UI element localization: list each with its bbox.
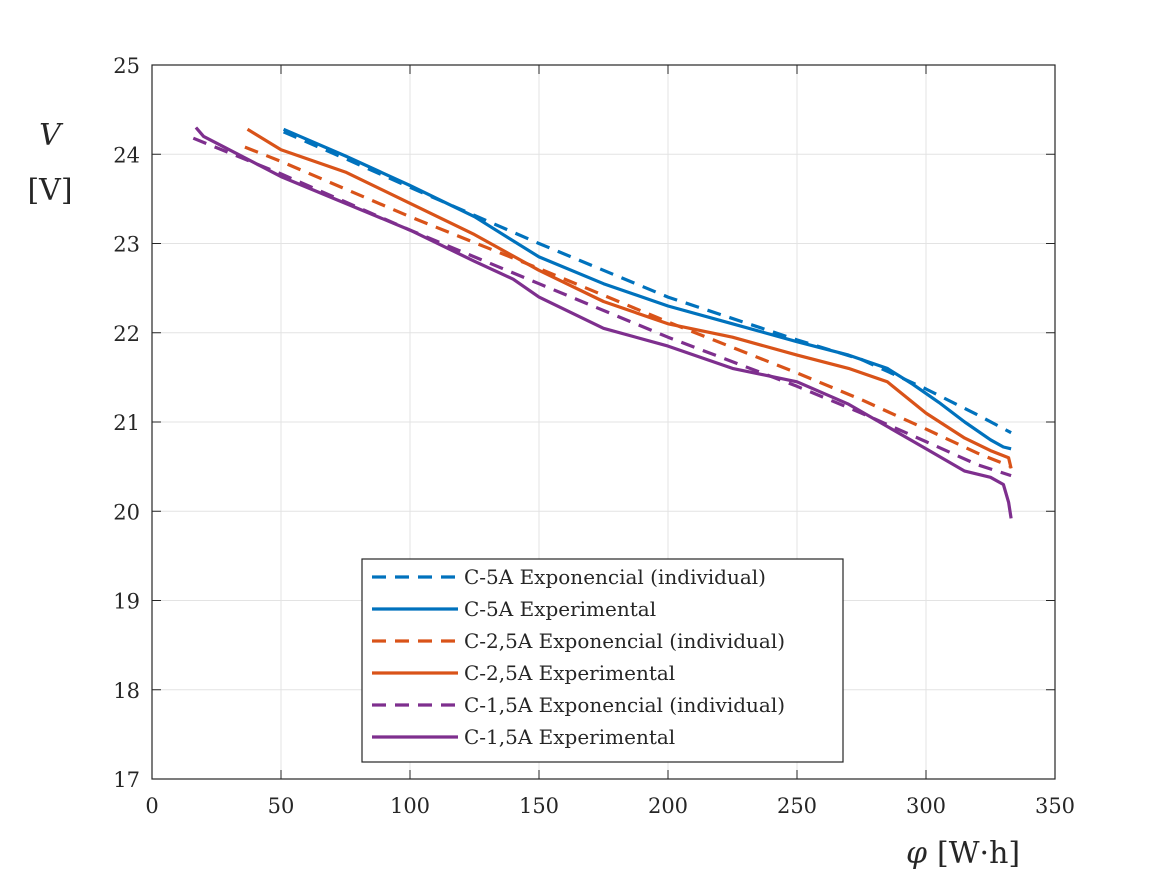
x-tick-label: 250 — [777, 794, 817, 818]
legend: C-5A Exponencial (individual) C-5A Experi… — [361, 558, 844, 763]
x-tick-label: 200 — [648, 794, 688, 818]
x-tick-label: 350 — [1035, 794, 1075, 818]
legend-item: C-5A Exponencial (individual) — [372, 565, 766, 589]
y-tick-label: 25 — [113, 54, 140, 78]
legend-item: C-1,5A Experimental — [372, 725, 675, 749]
y-tick-label: 21 — [113, 411, 140, 435]
legend-box — [361, 558, 844, 763]
x-axis-symbol: φ — [906, 836, 927, 871]
axis-ticks — [151, 64, 1056, 780]
axis-tick-labels: 0 50 100 150 200 250 300 350 17 18 19 20 21 22 23 24 25 — [113, 54, 1075, 818]
y-tick-label: 23 — [113, 233, 140, 257]
legend-item: C-2,5A Experimental — [372, 661, 675, 685]
series-line-2 — [244, 145, 1012, 469]
legend-item: C-1,5A Exponencial (individual) — [372, 693, 785, 717]
y-tick-label: 19 — [113, 590, 140, 614]
series-line-0 — [282, 130, 1012, 435]
x-tick-label: 0 — [145, 794, 158, 818]
legend-label: C-1,5A Experimental — [464, 725, 675, 749]
x-tick-label: 100 — [390, 794, 430, 818]
x-tick-label: 300 — [906, 794, 946, 818]
x-axis-unit: [W·h] — [937, 836, 1020, 871]
y-tick-label: 22 — [113, 322, 140, 346]
y-tick-label: 18 — [113, 679, 140, 703]
x-tick-label: 150 — [519, 794, 559, 818]
y-tick-label: 20 — [113, 500, 140, 524]
legend-label: C-2,5A Experimental — [464, 661, 675, 685]
series-line-1 — [282, 127, 1012, 451]
x-axis-label: φ [W·h] — [906, 836, 1020, 871]
y-tick-label: 24 — [113, 143, 140, 167]
series-line-5 — [194, 126, 1013, 519]
y-axis-symbol: V — [39, 118, 64, 153]
series-line-3 — [246, 127, 1013, 469]
legend-item: C-2,5A Exponencial (individual) — [372, 629, 785, 653]
y-axis-unit: [V] — [27, 173, 72, 208]
legend-label: C-2,5A Exponencial (individual) — [464, 629, 785, 653]
x-tick-label: 50 — [268, 794, 295, 818]
legend-label: C-5A Experimental — [464, 597, 656, 621]
series-layer — [192, 126, 1013, 519]
y-axis-label: V [V] — [27, 118, 72, 208]
y-tick-label: 17 — [113, 768, 140, 792]
legend-item: C-5A Experimental — [372, 597, 656, 621]
legend-label: C-1,5A Exponencial (individual) — [464, 693, 785, 717]
legend-label: C-5A Exponencial (individual) — [464, 565, 766, 589]
